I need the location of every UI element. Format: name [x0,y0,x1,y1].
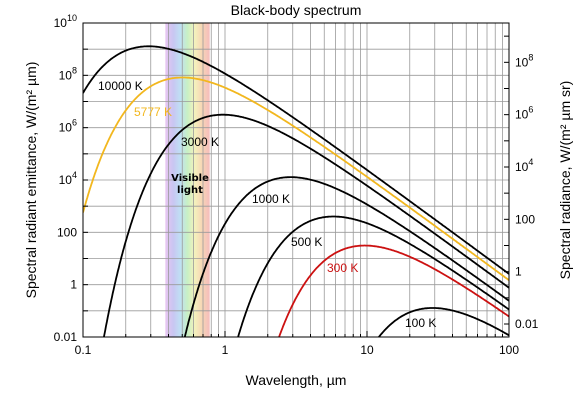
curve-500k [237,215,509,337]
curve-3000k [102,113,509,337]
y-tick-label-right: 104 [515,157,533,174]
y-tick-label-left: 104 [59,170,77,187]
x-tick-label: 10 [360,343,374,357]
curve-5777k [83,76,509,281]
curve-300k [278,244,509,337]
visible-light-label-line1: Visible [171,173,209,184]
y-tick-label-right: 100 [515,212,535,226]
curve-1000k [183,176,509,337]
x-axis-ticks: 0.1 1 10 100 [75,331,519,357]
y-tick-label-left: 0.01 [54,330,78,344]
y-tick-label-right: 1 [515,265,522,279]
curve-labels: 10000 K 5777 K 3000 K 1000 K 500 K 300 K 100 K [98,79,436,330]
spectrum-curves [83,45,509,337]
curve-100k [377,307,509,337]
chart-title: Black-body spectrum [231,2,362,18]
curve-label-500k: 500 K [291,235,322,249]
y-tick-label-left: 108 [59,65,77,82]
y-axis-label-left: Spectral radiant emittance, W/(m² µm) [23,62,39,299]
x-tick-label: 100 [499,343,519,357]
y-tick-label-left: 106 [59,118,77,135]
curve-label-3000k: 3000 K [181,135,219,149]
x-axis-label: Wavelength, µm [246,372,347,388]
curve-label-300k: 300 K [327,261,358,275]
y-axis-label-right: Spectral radiance, W/(m² µm sr) [557,81,573,280]
right-y-axis-ticks: 0.01 1 100 104 106 108 [504,35,539,331]
curve-10000k [83,45,509,275]
left-y-axis-ticks: 0.01 1 100 104 106 108 1010 [54,13,88,344]
x-tick-label: 1 [222,343,229,357]
y-tick-label-left: 1 [70,278,77,292]
curve-label-10000k: 10000 K [98,79,143,93]
y-tick-label-right: 106 [515,105,533,122]
y-tick-label-right: 0.01 [515,317,539,331]
y-tick-label-left: 100 [57,225,77,239]
y-tick-label-right: 108 [515,52,533,69]
x-tick-label: 0.1 [75,343,92,357]
visible-light-label-line2: light [177,185,203,196]
grid-lines [83,23,509,337]
curve-label-100k: 100 K [405,316,436,330]
curve-label-1000k: 1000 K [252,192,290,206]
curve-label-5777k: 5777 K [134,105,172,119]
y-tick-label-left: 1010 [54,13,77,30]
